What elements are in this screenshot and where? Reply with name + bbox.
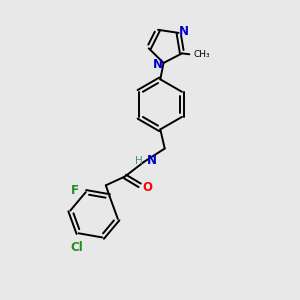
Text: N: N xyxy=(153,58,163,71)
Text: O: O xyxy=(142,181,153,194)
Text: F: F xyxy=(71,184,79,197)
Text: Cl: Cl xyxy=(71,241,83,254)
Text: N: N xyxy=(179,25,189,38)
Text: N: N xyxy=(146,154,157,167)
Text: CH₃: CH₃ xyxy=(193,50,210,59)
Text: H: H xyxy=(135,156,142,166)
